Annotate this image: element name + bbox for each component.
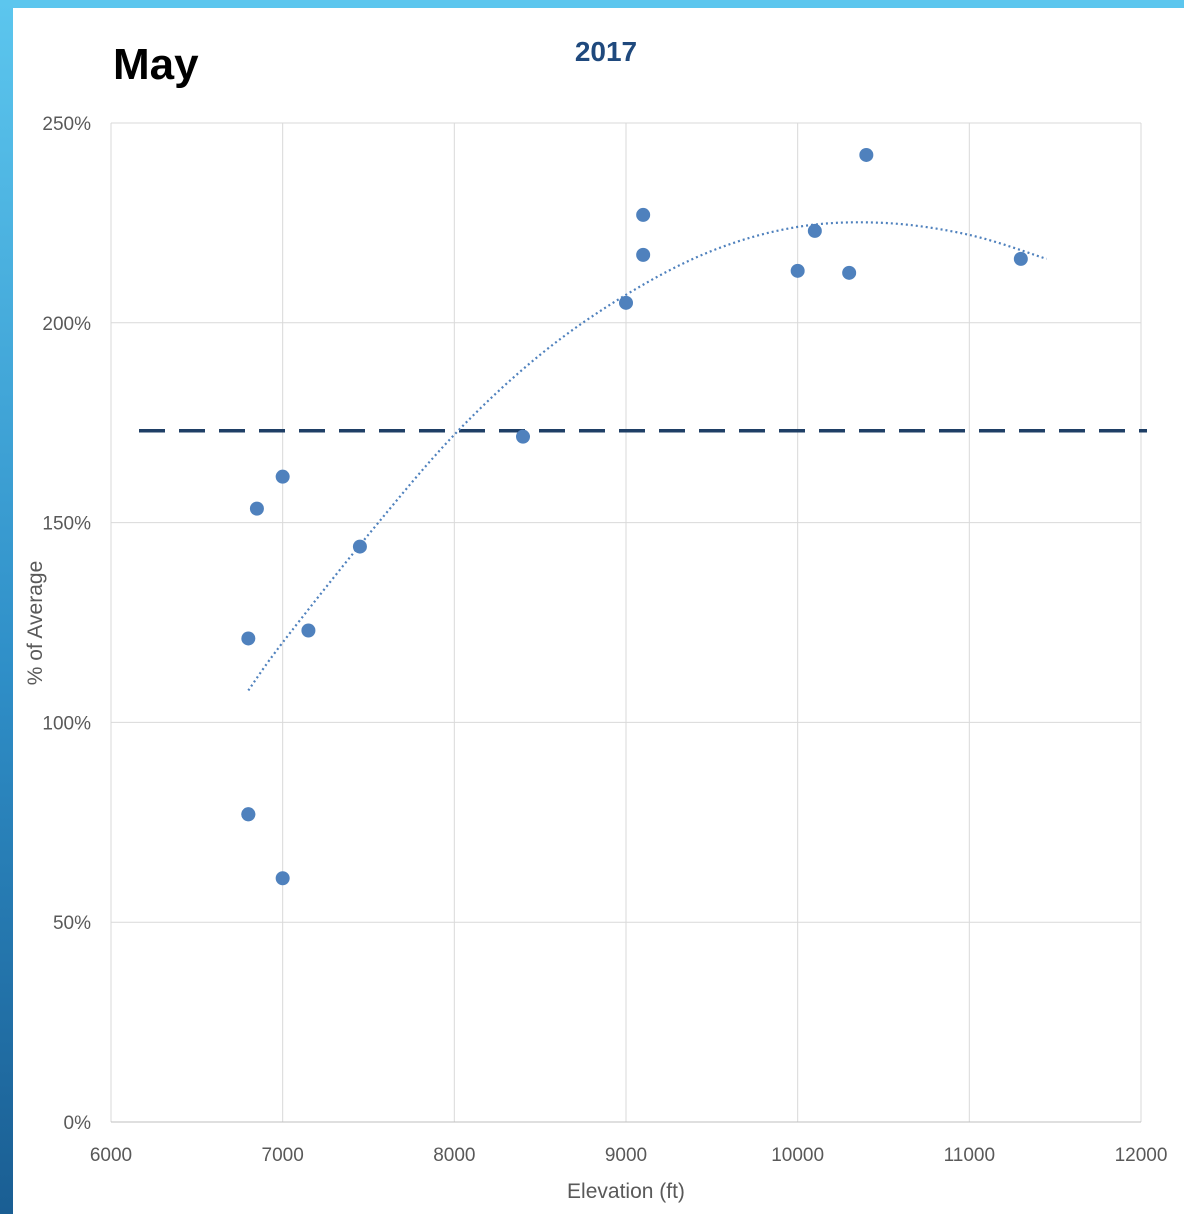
data-point	[352, 539, 367, 554]
y-tick-label: 200%	[42, 314, 91, 335]
data-point	[241, 631, 256, 646]
y-tick-labels: 0% 50% 100% 150% 200% 250%	[42, 114, 91, 1134]
data-point	[301, 623, 316, 638]
y-tick-label: 250%	[42, 114, 91, 135]
data-point	[619, 295, 633, 310]
trendline	[247, 221, 1047, 692]
data-point	[790, 263, 805, 278]
x-tick-label: 6000	[90, 1145, 132, 1166]
chart-title: 2017	[575, 36, 637, 67]
x-tick-labels: 6000 7000 8000 9000 10000 11000 12000	[90, 1145, 1168, 1166]
data-point	[636, 207, 651, 222]
x-tick-label: 8000	[433, 1145, 475, 1166]
data-points	[241, 147, 1028, 886]
data-point	[859, 147, 874, 162]
data-point	[249, 501, 264, 516]
x-tick-label: 12000	[1115, 1145, 1168, 1166]
data-point	[636, 247, 651, 262]
x-tick-label: 9000	[605, 1145, 647, 1166]
trendline-group	[247, 221, 1047, 692]
y-tick-label: 50%	[53, 913, 91, 934]
month-label: May	[113, 40, 199, 89]
data-point	[842, 265, 857, 280]
x-tick-label: 11000	[944, 1145, 995, 1166]
x-tick-label: 7000	[262, 1145, 304, 1166]
data-point	[516, 429, 530, 444]
data-point	[241, 807, 256, 822]
y-axis-title: % of Average	[24, 561, 47, 686]
x-tick-label: 10000	[771, 1145, 824, 1166]
y-tick-label: 100%	[42, 713, 91, 734]
y-tick-label: 0%	[64, 1113, 92, 1134]
y-tick-label: 150%	[42, 514, 91, 535]
x-axis-title: Elevation (ft)	[567, 1180, 685, 1203]
chart-panel: May	[13, 8, 1184, 1214]
data-point	[807, 223, 822, 238]
data-point	[1013, 251, 1028, 266]
data-point	[275, 871, 290, 886]
data-point	[275, 469, 290, 484]
grid	[110, 122, 1142, 1123]
